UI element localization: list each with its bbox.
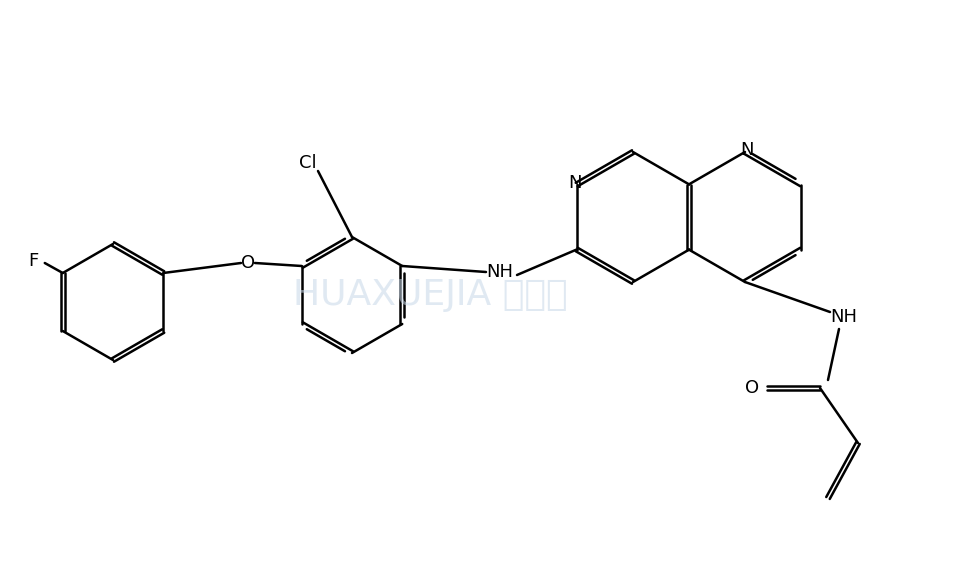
Text: NH: NH [830,308,857,326]
Text: O: O [241,254,255,272]
Text: O: O [745,379,759,397]
Text: F: F [29,252,39,270]
Text: NH: NH [487,263,514,281]
Text: N: N [568,174,582,192]
Text: HUAXUEJIA 化学加: HUAXUEJIA 化学加 [293,278,567,312]
Text: Cl: Cl [300,154,317,172]
Text: N: N [740,141,754,159]
